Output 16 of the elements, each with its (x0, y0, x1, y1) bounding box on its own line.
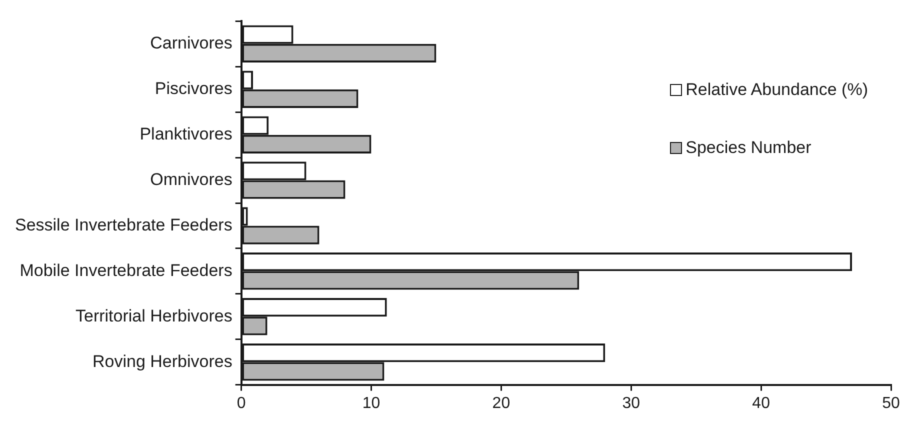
y-tick-label: Sessile Invertebrate Feeders (14, 215, 232, 234)
y-tick-label: Mobile Invertebrate Feeders (20, 260, 232, 280)
x-tick-label: 30 (622, 394, 640, 412)
x-tick-label: 20 (492, 394, 510, 412)
y-tick-label: Piscivores (154, 79, 232, 98)
x-tick-label: 50 (882, 394, 900, 412)
y-tick-label: Planktivores (140, 124, 232, 144)
y-tick-label: Carnivores (150, 34, 232, 53)
y-tick-label: Omnivores (150, 170, 232, 189)
x-tick-label: 0 (236, 394, 246, 412)
x-tick-label: 10 (362, 394, 380, 412)
text: Relative Abundance (%) (686, 80, 868, 100)
y-tick-label: Roving Herbivores (92, 352, 232, 371)
y-tick-label: Territorial Herbivores (76, 306, 232, 326)
x-tick-label: 40 (752, 394, 770, 412)
legend-label: Species Number (686, 138, 812, 158)
